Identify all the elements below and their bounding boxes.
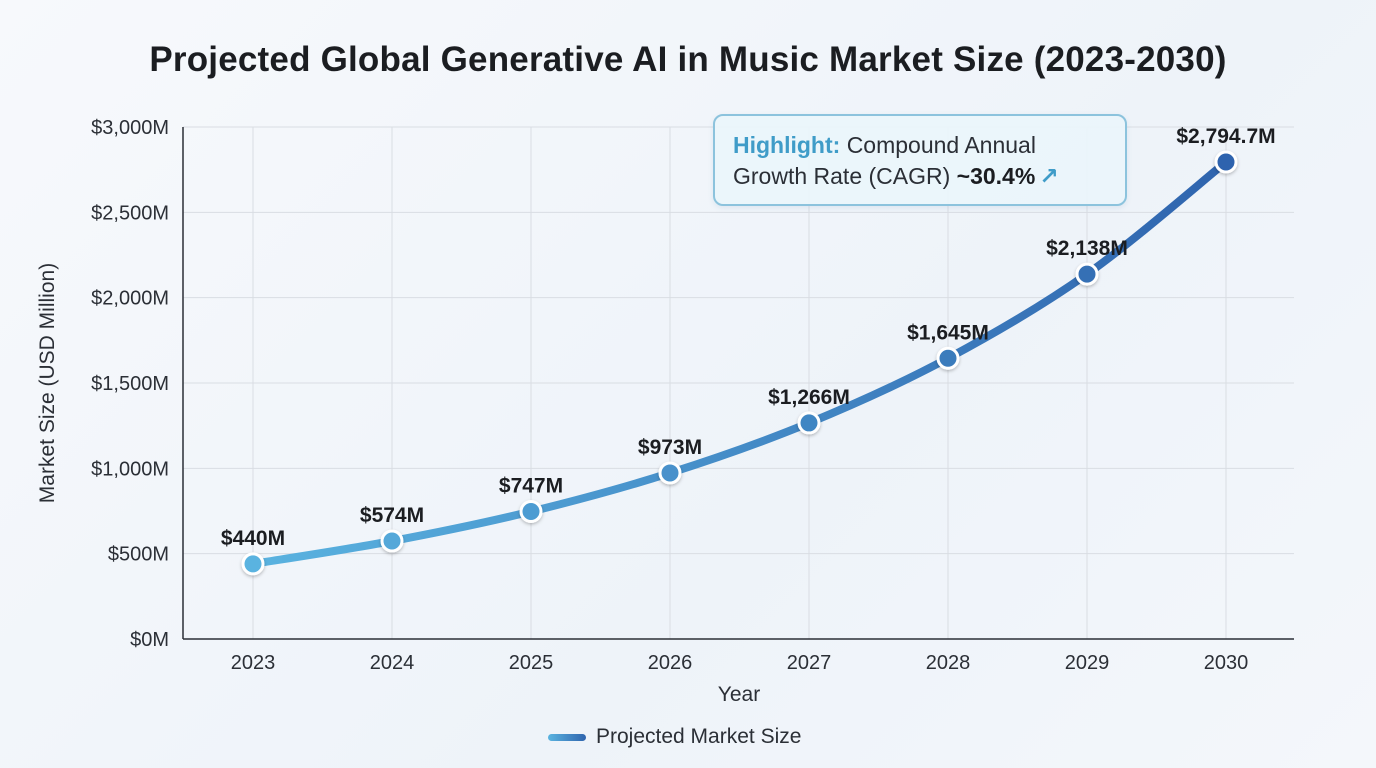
y-tick-label: $3,000M	[91, 117, 169, 139]
data-label: $1,645M	[907, 321, 989, 344]
data-label: $2,138M	[1046, 237, 1128, 260]
data-point	[1214, 150, 1238, 174]
x-tick-label: 2024	[370, 652, 415, 674]
callout-line-2: Growth Rate (CAGR) ~30.4% ↗	[733, 161, 1107, 192]
y-tick-label: $2,000M	[91, 288, 169, 310]
data-point	[797, 411, 821, 435]
data-point	[519, 500, 543, 524]
data-label: $1,266M	[768, 386, 850, 409]
y-axis-title: Market Size (USD Million)	[36, 263, 59, 503]
data-point	[658, 461, 682, 485]
x-tick-label: 2023	[231, 652, 276, 674]
callout-highlight-label: Highlight:	[733, 132, 841, 158]
data-label: $2,794.7M	[1176, 125, 1275, 148]
cagr-callout: Highlight: Compound Annual Growth Rate (…	[713, 114, 1127, 206]
legend-swatch	[548, 733, 586, 741]
data-point	[1075, 262, 1099, 286]
data-point	[241, 552, 265, 576]
axes: $0M $500M $1,000M $1,500M $2,000M $2,500M $3,0…	[91, 117, 1294, 674]
trend-up-arrow-icon: ↗	[1039, 163, 1059, 189]
cagr-value: ~30.4%	[956, 163, 1036, 189]
data-label: $973M	[638, 436, 702, 459]
data-label: $440M	[221, 527, 285, 550]
x-axis-title: Year	[718, 683, 760, 706]
y-tick-label: $2,500M	[91, 202, 169, 224]
data-labels: $440M $574M $747M $973M $1,266M $1,645M $2,138…	[221, 125, 1276, 550]
y-tick-label: $0M	[130, 629, 169, 651]
data-label: $747M	[499, 475, 563, 498]
x-tick-label: 2027	[787, 652, 832, 674]
x-tick-label: 2029	[1065, 652, 1110, 674]
x-tick-label: 2025	[509, 652, 554, 674]
data-point	[936, 346, 960, 370]
legend: Projected Market Size	[548, 724, 801, 750]
callout-line-1: Highlight: Compound Annual	[733, 130, 1107, 161]
legend-label: Projected Market Size	[596, 725, 802, 748]
y-tick-label: $1,000M	[91, 458, 169, 480]
y-tick-label: $1,500M	[91, 373, 169, 395]
x-tick-label: 2030	[1204, 652, 1249, 674]
data-label: $574M	[360, 504, 424, 527]
y-tick-label: $500M	[108, 544, 169, 566]
chart-title: Projected Global Generative AI in Music …	[149, 40, 1227, 79]
data-point	[380, 529, 404, 553]
series-projected-market-size	[241, 150, 1238, 576]
grid	[183, 126, 1294, 639]
callout-text-1: Compound Annual	[846, 132, 1036, 158]
x-tick-label: 2028	[926, 652, 971, 674]
x-tick-label: 2026	[648, 652, 693, 674]
callout-text-2: Growth Rate (CAGR)	[733, 163, 951, 189]
